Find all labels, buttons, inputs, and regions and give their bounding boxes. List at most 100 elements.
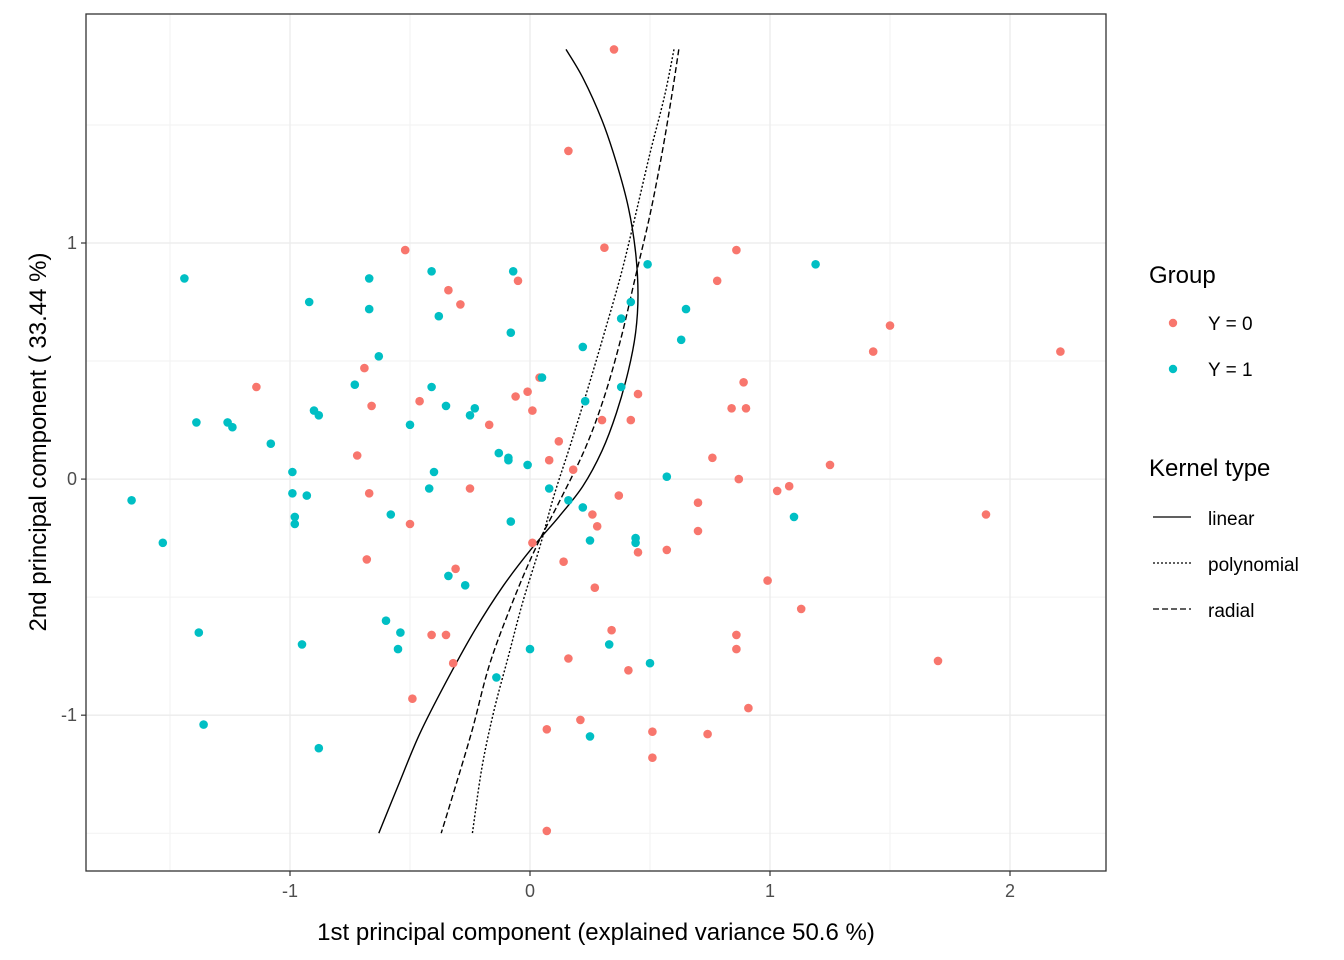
legend-label-y1: Y = 1 <box>1208 360 1253 381</box>
legend-label-linear: linear <box>1208 509 1255 530</box>
point-y1 <box>364 304 374 314</box>
x-axis-title: 1st principal component (explained varia… <box>317 919 875 946</box>
point-y0 <box>933 656 943 666</box>
point-y0 <box>693 526 703 536</box>
point-y1 <box>645 658 655 668</box>
point-y1 <box>441 401 451 411</box>
point-y0 <box>484 420 494 430</box>
point-y1 <box>681 304 691 314</box>
point-y0 <box>451 564 460 574</box>
point-y0 <box>427 630 436 640</box>
point-y1 <box>304 297 314 307</box>
point-y1 <box>811 260 820 269</box>
point-y0 <box>528 538 537 548</box>
point-y1 <box>578 503 588 512</box>
legend-key-y1 <box>1168 364 1178 374</box>
x-axis-ticks: -1 0 1 2 <box>282 871 1015 901</box>
point-y0 <box>597 415 607 425</box>
point-y1 <box>427 267 436 276</box>
point-y0 <box>614 491 624 500</box>
point-y1 <box>492 673 501 682</box>
legend-group: Group Y = 0 Y = 1 <box>1149 262 1253 381</box>
point-y1 <box>297 640 307 649</box>
legend-label-radial: radial <box>1208 601 1254 622</box>
point-y0 <box>444 285 453 295</box>
x-tick-label: -1 <box>282 881 298 901</box>
point-y1 <box>180 274 189 283</box>
point-y1 <box>381 616 391 625</box>
y-tick-label: 0 <box>67 469 77 489</box>
point-y1 <box>506 517 516 526</box>
point-y0 <box>564 146 573 156</box>
point-y1 <box>470 404 480 413</box>
legend-key-y0 <box>1168 318 1178 328</box>
point-y1 <box>429 467 439 477</box>
point-y0 <box>734 474 744 484</box>
point-y1 <box>444 571 453 581</box>
point-y0 <box>523 387 532 397</box>
legend-kernel-title: Kernel type <box>1149 455 1270 482</box>
point-y0 <box>648 753 657 762</box>
point-y1 <box>350 380 360 390</box>
point-y0 <box>981 510 991 519</box>
point-y0 <box>554 437 564 446</box>
point-y1 <box>364 274 374 283</box>
point-y0 <box>405 519 415 529</box>
point-y1 <box>127 496 136 505</box>
point-y0 <box>588 510 597 519</box>
point-y0 <box>415 396 424 406</box>
point-y0 <box>528 406 537 415</box>
y-axis-ticks: -1 0 1 <box>61 233 86 725</box>
legend-kernel: Kernel type linear polynomial radial <box>1149 455 1299 622</box>
decision-boundaries <box>378 49 680 834</box>
y-axis-title: 2nd principal component ( 33.44 %) <box>25 253 52 632</box>
point-y0 <box>400 245 410 255</box>
point-y1 <box>465 411 475 420</box>
point-y0 <box>511 392 520 401</box>
point-y0 <box>559 557 568 566</box>
point-y1 <box>288 467 297 477</box>
point-y1 <box>290 512 300 522</box>
point-y1 <box>302 491 312 500</box>
point-y0 <box>868 347 878 356</box>
point-y1 <box>544 484 554 493</box>
point-y0 <box>626 415 636 425</box>
point-y0 <box>1056 347 1065 356</box>
point-y0 <box>564 654 573 663</box>
point-y1 <box>424 484 434 493</box>
point-y1 <box>228 422 237 432</box>
point-y1 <box>578 342 588 352</box>
point-y1 <box>643 260 652 269</box>
point-y0 <box>252 382 261 392</box>
point-y0 <box>465 484 475 493</box>
point-y0 <box>513 276 523 286</box>
point-y0 <box>360 363 369 373</box>
point-y1 <box>506 328 516 338</box>
legend-group-title: Group <box>1149 262 1216 289</box>
point-y1 <box>631 538 640 548</box>
point-y0 <box>542 826 552 836</box>
point-y0 <box>662 545 672 555</box>
point-y0 <box>825 460 835 470</box>
point-y1 <box>585 536 595 545</box>
x-tick-label: 2 <box>1005 881 1015 901</box>
point-y0 <box>456 300 465 309</box>
point-y0 <box>544 455 554 465</box>
point-y0 <box>542 725 552 734</box>
point-y0 <box>796 604 806 614</box>
point-y1 <box>523 460 532 470</box>
point-y1 <box>662 472 672 482</box>
point-y1 <box>504 453 513 463</box>
point-y0 <box>744 703 753 713</box>
data-points <box>127 45 1065 836</box>
point-y1 <box>374 352 384 361</box>
point-y1 <box>199 720 208 729</box>
point-y1 <box>585 732 595 741</box>
point-y1 <box>626 297 636 307</box>
point-y0 <box>693 498 703 508</box>
point-y0 <box>592 522 602 531</box>
grid-major <box>86 14 1106 871</box>
point-y0 <box>367 401 376 411</box>
point-y1 <box>194 628 204 637</box>
